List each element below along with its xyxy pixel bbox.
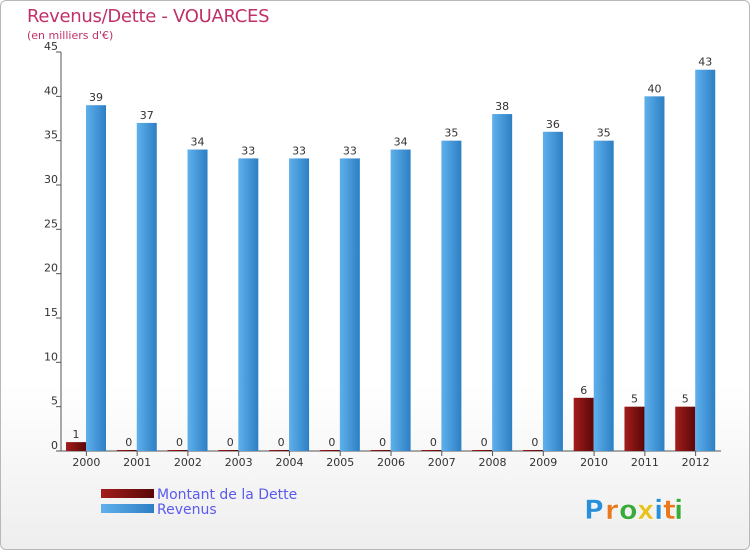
legend-swatch [101, 489, 154, 498]
y-tick-label: 45 [44, 40, 58, 53]
bar-revenus [441, 140, 462, 451]
chart-title: Revenus/Dette - VOUARCES [27, 6, 270, 27]
bar-dette [421, 450, 442, 451]
value-label-revenus: 34 [191, 136, 205, 149]
value-label-revenus: 35 [444, 127, 458, 140]
value-label-revenus: 33 [292, 144, 306, 157]
y-tick-label: 5 [51, 395, 58, 408]
bar-revenus [492, 114, 513, 452]
value-labels-layer: 1 39 0 37 0 34 0 33 0 33 0 33 0 34 0 35 0 38 0 36 6 35 5 40 5 43 [73, 56, 713, 449]
chart-subtitle: (en milliers d'€) [27, 29, 114, 42]
y-tick-label: 40 [44, 84, 58, 97]
logo-letter: r [605, 495, 619, 526]
bar-dette [167, 450, 188, 451]
legend-item-revenus: Revenus [101, 502, 217, 518]
value-label-revenus: 39 [89, 91, 103, 104]
bar-dette [66, 442, 86, 451]
bar-revenus [289, 158, 310, 451]
value-label-revenus: 37 [140, 109, 154, 122]
x-tick-label: 2007 [428, 456, 456, 469]
value-label-dette: 0 [379, 436, 386, 449]
y-tick-label: 35 [44, 129, 58, 142]
value-label-revenus: 35 [597, 127, 611, 140]
value-label-revenus: 33 [241, 144, 255, 157]
x-tick-label: 2002 [174, 456, 202, 469]
y-tick-label: 10 [44, 350, 58, 363]
logo-letter: i [654, 495, 663, 526]
y-axis: 0 5 10 15 20 25 30 35 40 45 [44, 40, 62, 452]
logo-letter: i [674, 495, 683, 526]
bar-revenus [695, 69, 716, 451]
bar-dette [370, 450, 391, 451]
bar-dette [522, 450, 543, 451]
bar-revenus [390, 149, 411, 452]
x-tick-label: 2004 [275, 456, 303, 469]
value-label-revenus: 36 [546, 118, 560, 131]
bar-dette [269, 450, 290, 451]
y-tick-label: 30 [44, 173, 58, 186]
bar-revenus [86, 105, 106, 451]
x-axis: 2000 2001 2002 2003 2004 2005 2006 2007 2008 2009… [61, 450, 721, 469]
x-tick-label: 2010 [580, 456, 608, 469]
bar-revenus [593, 140, 614, 451]
bar-dette [624, 406, 645, 451]
value-label-dette: 0 [481, 436, 488, 449]
bars-layer [66, 69, 716, 452]
bar-revenus [542, 131, 563, 452]
value-label-revenus: 38 [495, 100, 509, 113]
bar-revenus [644, 96, 665, 451]
bar-dette [675, 406, 696, 451]
value-label-dette: 0 [125, 436, 132, 449]
legend-swatch [101, 504, 154, 513]
x-tick-label: 2001 [123, 456, 151, 469]
x-tick-label: 2006 [377, 456, 405, 469]
y-tick-label: 25 [44, 217, 58, 230]
logo-letter: x [637, 495, 654, 526]
logo-letter: t [663, 495, 676, 526]
x-tick-label: 2011 [631, 456, 659, 469]
value-label-revenus: 34 [394, 136, 408, 149]
y-tick-label: 20 [44, 262, 58, 275]
value-label-dette: 0 [328, 436, 335, 449]
bar-revenus [339, 158, 360, 451]
value-label-dette: 0 [227, 436, 234, 449]
x-tick-label: 2005 [326, 456, 354, 469]
logo-letter: P [584, 495, 604, 526]
x-tick-label: 2000 [72, 456, 100, 469]
value-label-dette: 1 [73, 428, 80, 441]
logo-letter: o [619, 495, 638, 526]
bar-dette [116, 450, 137, 451]
x-tick-label: 2003 [225, 456, 253, 469]
value-label-dette: 6 [580, 384, 587, 397]
x-tick-label: 2008 [479, 456, 507, 469]
value-label-dette: 0 [531, 436, 538, 449]
value-label-dette: 5 [631, 393, 638, 406]
bar-revenus [187, 149, 208, 452]
value-label-dette: 0 [430, 436, 437, 449]
x-tick-label: 2012 [682, 456, 710, 469]
y-tick-label: 15 [44, 306, 58, 319]
legend-item-dette: Montant de la Dette [101, 487, 297, 503]
bar-revenus [238, 158, 259, 451]
value-label-dette: 0 [176, 436, 183, 449]
value-label-dette: 5 [682, 393, 689, 406]
value-label-dette: 0 [278, 436, 285, 449]
value-label-revenus: 40 [647, 82, 661, 95]
bar-revenus [136, 122, 157, 451]
bar-dette [319, 450, 340, 451]
legend-label: Revenus [157, 502, 217, 518]
value-label-revenus: 33 [343, 144, 357, 157]
legend-label: Montant de la Dette [157, 487, 297, 503]
y-tick-label: 0 [51, 439, 58, 452]
bar-dette [218, 450, 239, 451]
x-tick-label: 2009 [529, 456, 557, 469]
bar-dette [472, 450, 493, 451]
bar-dette [573, 397, 594, 451]
value-label-revenus: 43 [698, 56, 712, 69]
